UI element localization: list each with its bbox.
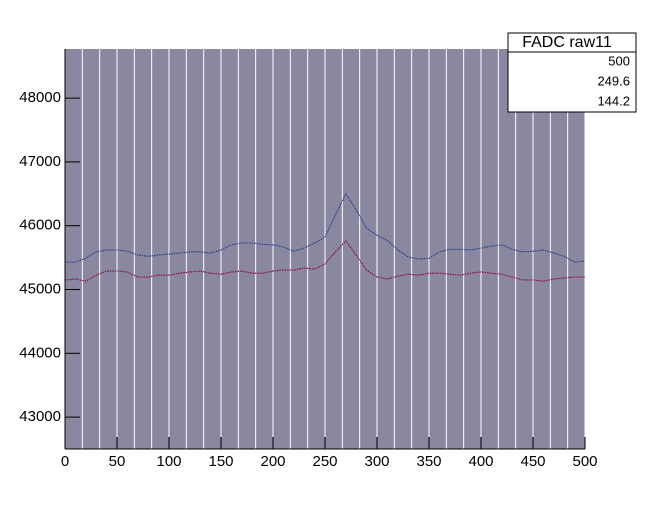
x-tick-label: 100: [156, 453, 181, 470]
stats-box: [507, 32, 637, 113]
y-tick-label: 44000: [19, 344, 61, 361]
stats-value: 500: [608, 53, 630, 68]
stats-value: 144.2: [597, 93, 630, 108]
x-tick-label: 250: [312, 453, 337, 470]
y-tick-label: 45000: [19, 280, 61, 297]
y-tick-label: 43000: [19, 408, 61, 425]
x-tick-label: 400: [468, 453, 493, 470]
x-tick-label: 450: [520, 453, 545, 470]
y-tick-label: 46000: [19, 217, 61, 234]
stats-value: 249.6: [597, 73, 630, 88]
y-tick-label: 47000: [19, 153, 61, 170]
x-tick-label: 150: [208, 453, 233, 470]
y-tick-label: 48000: [19, 89, 61, 106]
x-tick-label: 300: [364, 453, 389, 470]
x-tick-label: 0: [61, 453, 69, 470]
data-line: [65, 192, 586, 263]
x-tick-label: 50: [109, 453, 126, 470]
x-tick-label: 350: [416, 453, 441, 470]
plot-area: 0 50 100 150 200 250 300 350 400 450 500 43000 44000…: [19, 49, 598, 470]
x-tick-label: 500: [572, 453, 597, 470]
stats-title: FADC raw11: [522, 34, 612, 51]
x-tick-label: 200: [260, 453, 285, 470]
data-line: [64, 240, 585, 282]
